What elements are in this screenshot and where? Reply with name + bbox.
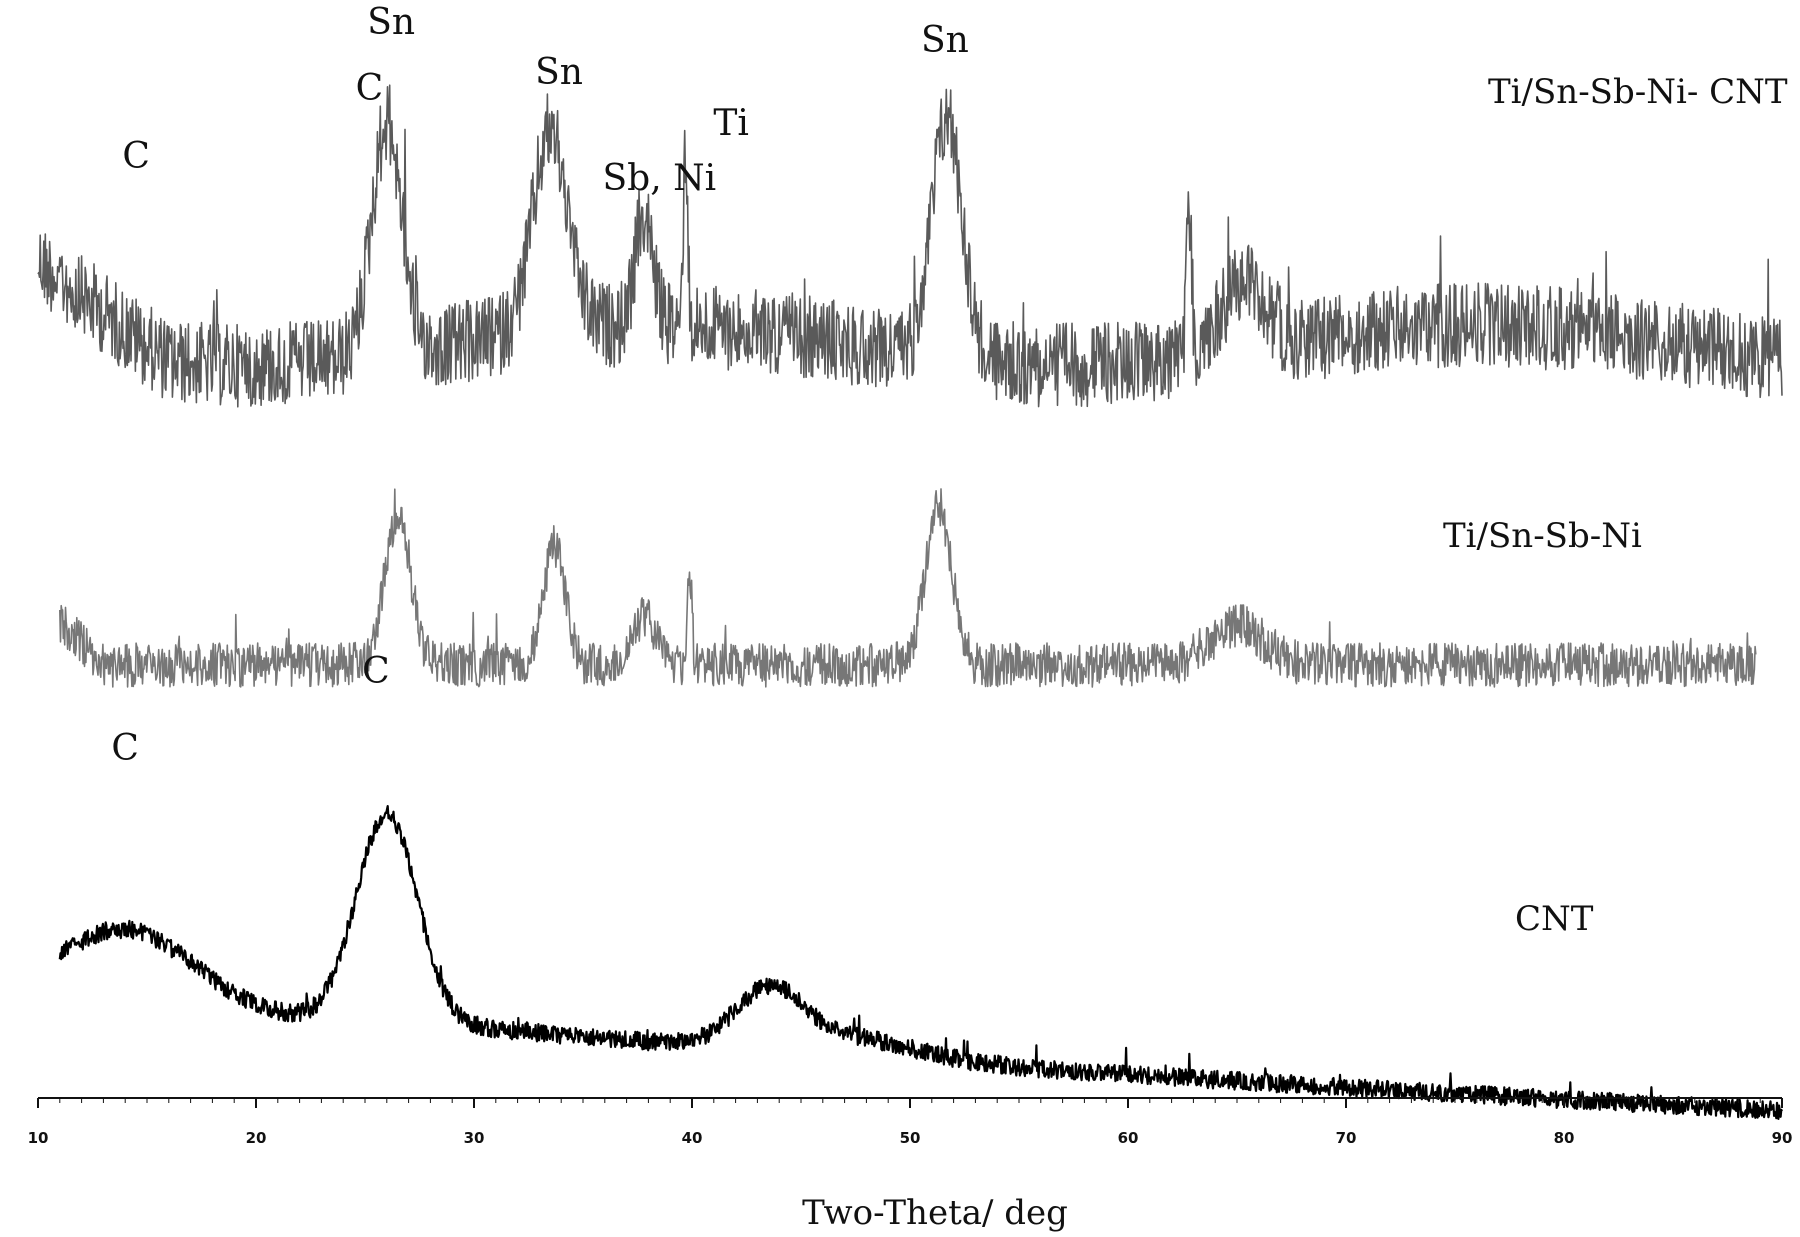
series-label-3: CNT (1515, 899, 1594, 939)
x-tick-label: 60 (1118, 1129, 1139, 1147)
x-axis: 10 20 30 40 50 60 70 80 90 (28, 1097, 1793, 1147)
series-label-layer: Ti/Sn-Sb-Ni- CNT Ti/Sn-Sb-Ni CNT (1443, 72, 1788, 939)
series-line-3 (58, 804, 1783, 1121)
peak-annotation: Sn (921, 20, 969, 61)
x-tick-label: 30 (464, 1129, 485, 1147)
series-layer (37, 84, 1783, 1121)
x-tick-label: 70 (1336, 1129, 1357, 1147)
peak-annotation: C (362, 651, 390, 692)
series-label-1: Ti/Sn-Sb-Ni- CNT (1488, 72, 1788, 112)
series-label-2: Ti/Sn-Sb-Ni (1443, 516, 1642, 556)
peak-annotation: C (111, 728, 139, 769)
series-line-2 (59, 488, 1757, 688)
peak-annotation: Sb, Ni (602, 158, 716, 199)
peak-annotation: Ti (713, 103, 749, 144)
x-tick-label: 40 (682, 1129, 703, 1147)
x-tick-label: 80 (1554, 1129, 1575, 1147)
peak-annotation: C (122, 136, 150, 177)
x-tick-label: 20 (246, 1129, 267, 1147)
x-tick-label: 90 (1772, 1129, 1793, 1147)
x-tick-label: 10 (28, 1129, 49, 1147)
series-line-1 (37, 84, 1783, 408)
peak-annotation: C (356, 68, 384, 109)
x-tick-label: 50 (900, 1129, 921, 1147)
peak-annotation: Sn (535, 52, 583, 93)
peak-annotation: Sn (367, 2, 415, 43)
annotation-layer: C Sn C Sn Sb, Ni Ti Sn C C (111, 2, 968, 769)
x-axis-title: Two-Theta/ deg (802, 1193, 1068, 1233)
